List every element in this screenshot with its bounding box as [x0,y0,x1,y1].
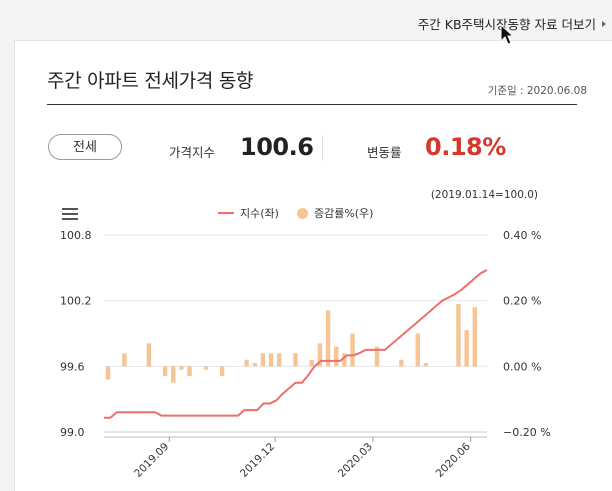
jeonse-tab-button[interactable]: 전세 [48,134,122,160]
base-date: 기준일 : 2020.06.08 [487,85,587,97]
index-base-note: (2019.01.14=100.0) [430,189,538,201]
rate-bar [293,353,298,367]
x-axis-tick-label: 2020.06 [434,440,473,479]
index-value: 100.6 [240,133,314,161]
left-axis-tick-label: 100.8 [60,229,92,242]
legend-item-rate[interactable]: 증감률%(우) [296,205,374,221]
rate-bar [252,363,257,367]
rate-bar [464,330,469,367]
chart-legend: 지수(좌) 증감률%(우) [218,205,373,221]
legend-dot-swatch [296,207,308,219]
right-axis-tick-label: 0.00 % [503,360,541,373]
rate-bar [179,366,184,370]
index-label: 가격지수 [169,145,216,160]
rate-bar [415,333,420,367]
chevron-right-icon [602,20,606,27]
rate-bar [277,353,282,367]
change-label: 변동률 [367,145,402,160]
title-divider [47,104,577,105]
rate-bar [203,366,209,370]
x-axis-tick-label: 2019.09 [132,441,171,480]
rate-bar [374,346,380,367]
rate-bar [162,366,168,377]
right-axis-tick-label: −0.20 % [503,426,551,439]
rate-bar [171,366,176,383]
chart-menu-icon[interactable] [62,208,78,220]
rate-bar [350,333,355,367]
rate-bar [309,359,314,367]
x-axis-tick-label: 2020.03 [336,441,375,480]
legend-label-index: 지수(좌) [240,207,279,220]
rate-bar [187,366,192,377]
rate-bar [334,346,339,367]
rate-bar [122,353,127,367]
rate-bar [105,366,111,380]
rate-bar [472,307,477,367]
panel-title: 주간 아파트 전세가격 동향 [47,70,254,92]
rate-bar [268,353,274,367]
rate-bar [219,366,225,377]
weekly-jeonse-panel: 주간 아파트 전세가격 동향 기준일 : 2020.06.08 전세 가격지수 … [14,40,612,491]
rate-bar [260,353,266,367]
x-axis-tick-label: 2019.12 [238,441,277,480]
left-axis-tick-label: 99.6 [60,360,85,373]
rate-bar [423,363,429,367]
kb-weekly-market-link-label: 주간 KB주택시장동향 자료 더보기 [417,17,596,32]
legend-line-swatch [218,212,234,214]
change-value: 0.18% [425,133,506,161]
rate-bar [244,359,249,367]
index-line [104,269,488,419]
rate-bar [325,310,331,367]
left-axis-tick-label: 99.0 [60,426,85,439]
mouse-cursor-icon [500,24,514,45]
rate-bar [342,353,347,367]
legend-label-rate: 증감률%(우) [313,207,374,220]
rate-bar [146,343,152,367]
right-axis-tick-label: 0.40 % [503,229,541,242]
kb-weekly-market-link[interactable]: 주간 KB주택시장동향 자료 더보기 [418,14,606,33]
rate-bar [456,303,461,367]
legend-item-index[interactable]: 지수(좌) [218,205,279,221]
rate-bar [317,343,323,367]
stats-divider [322,135,323,161]
right-axis-tick-label: 0.20 % [503,295,541,308]
left-axis-tick-label: 100.2 [60,295,92,308]
rate-bar [399,359,404,367]
